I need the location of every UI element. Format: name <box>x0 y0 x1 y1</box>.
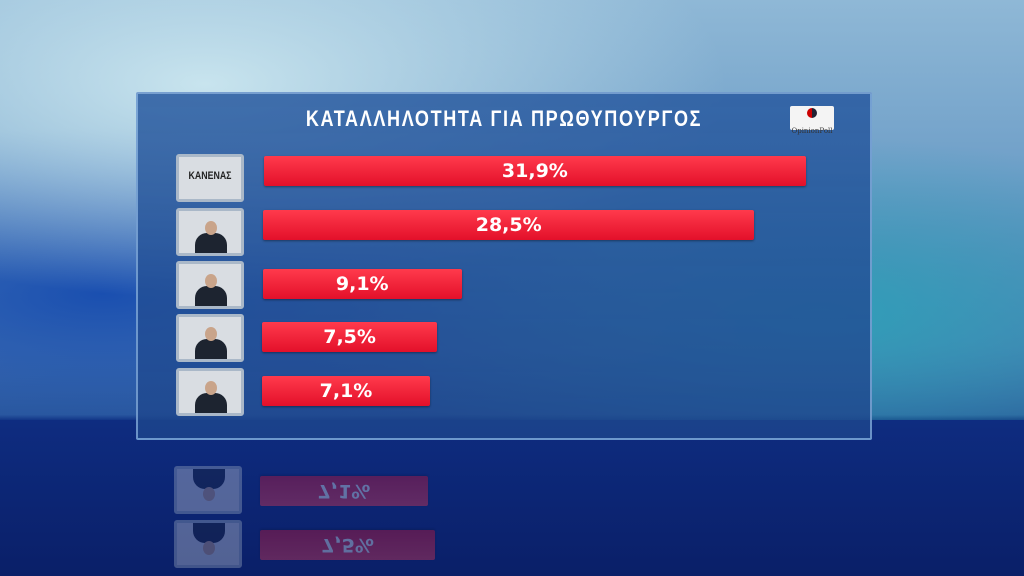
bar-row: 9,1% <box>138 261 870 309</box>
bar: 7,1% <box>259 476 429 506</box>
bar: 9,1% <box>262 269 462 299</box>
studio-floor <box>0 420 1024 576</box>
candidate-photo <box>176 208 244 256</box>
candidate-photo <box>176 261 244 309</box>
candidate-photo <box>176 368 244 416</box>
logo-mark-icon <box>807 108 817 118</box>
data-label: 7,5% <box>321 534 374 556</box>
bar: 7,1% <box>261 376 431 406</box>
opinionpoll-logo: OpinionPoll <box>790 106 834 135</box>
bar-row: 7,1% <box>138 368 870 416</box>
bar: 31,9% <box>264 156 806 186</box>
person-icon <box>195 339 227 359</box>
data-label: 7,1% <box>319 380 373 402</box>
person-icon <box>195 393 227 413</box>
candidate-photo <box>176 314 244 362</box>
category-label: ΚΑΝΕΝΑΣ <box>176 154 244 202</box>
bar-row: ΚΑΝΕΝΑΣ 31,9% <box>138 154 870 202</box>
data-label: 28,5% <box>475 214 542 236</box>
bar: 7,5% <box>262 322 437 352</box>
data-label: 7,1% <box>317 480 371 502</box>
candidate-photo <box>174 520 242 568</box>
bar-row: 7,5% <box>136 520 872 568</box>
bar: 7,5% <box>260 530 435 560</box>
person-icon <box>195 233 227 253</box>
category-text: ΚΑΝΕΝΑΣ <box>188 170 232 182</box>
person-head-icon <box>205 274 217 288</box>
data-label: 9,1% <box>335 273 389 295</box>
candidate-photo <box>174 466 242 514</box>
person-icon <box>193 469 225 489</box>
bar-row: 28,5% <box>138 208 870 256</box>
data-label: 7,5% <box>323 326 376 348</box>
data-label: 31,9% <box>501 160 568 182</box>
bar-row: 7,5% <box>138 314 870 362</box>
person-head-icon <box>205 327 217 341</box>
person-head-icon <box>205 381 217 395</box>
person-icon <box>193 523 225 543</box>
reflection: 7,5% 7,1% <box>136 446 872 576</box>
chart-title: ΚΑΤΑΛΛΗΛΟΤΗΤΑ ΓΙΑ ΠΡΩΘΥΠΟΥΡΓΟΣ <box>305 106 703 131</box>
person-head-icon <box>203 541 215 555</box>
bar-row: 7,1% <box>136 466 872 514</box>
chart-panel: ΚΑΤΑΛΛΗΛΟΤΗΤΑ ΓΙΑ ΠΡΩΘΥΠΟΥΡΓΟΣ OpinionPo… <box>136 92 872 440</box>
bar: 28,5% <box>263 210 755 240</box>
person-head-icon <box>205 221 217 235</box>
person-icon <box>195 286 227 306</box>
person-head-icon <box>203 487 215 501</box>
